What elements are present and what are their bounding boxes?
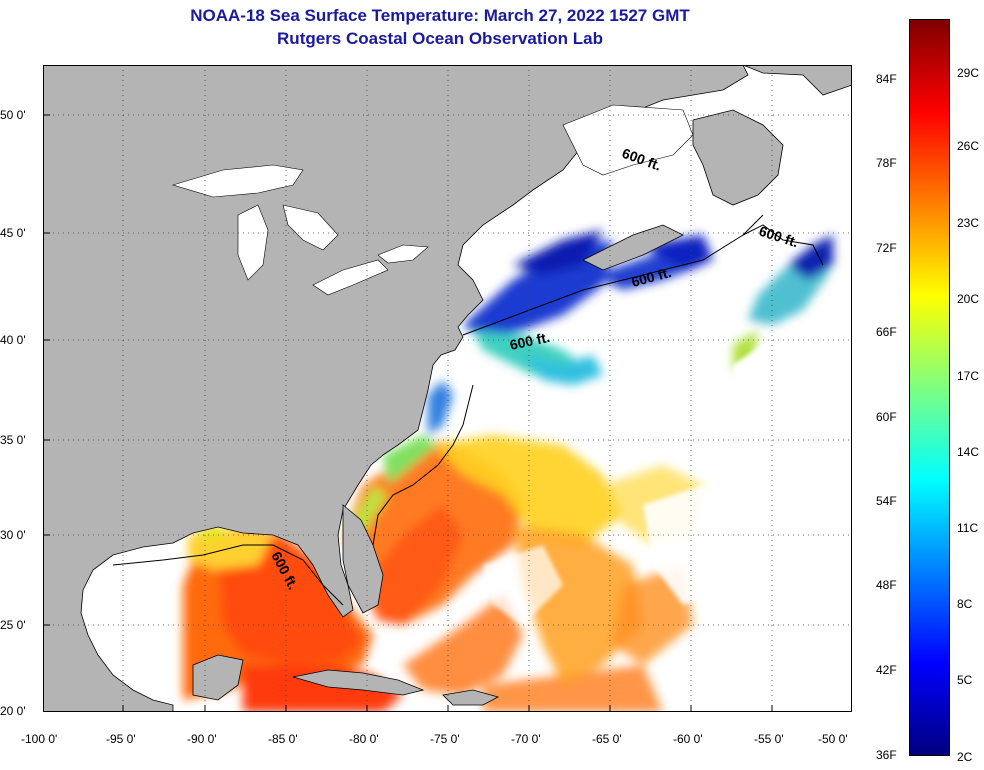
colorbar-f-label: 66F xyxy=(876,325,897,339)
lat-label: 35 0' xyxy=(0,433,26,447)
lon-label: -90 0' xyxy=(187,732,217,746)
lon-label: -75 0' xyxy=(430,732,460,746)
land-layer xyxy=(43,65,852,712)
colorbar-c-label: 29C xyxy=(957,66,980,80)
map-subtitle: Rutgers Coastal Ocean Observation Lab xyxy=(277,29,603,48)
lon-label: -60 0' xyxy=(673,732,703,746)
lon-label: -55 0' xyxy=(754,732,784,746)
lon-label: -80 0' xyxy=(349,732,379,746)
lat-label: 45 0' xyxy=(0,226,26,240)
lon-label: -85 0' xyxy=(268,732,298,746)
lat-label: 40 0' xyxy=(0,333,26,347)
lon-label: -70 0' xyxy=(511,732,541,746)
colorbar-c-label: 11C xyxy=(957,521,979,535)
colorbar-c-label: 2C xyxy=(957,750,973,764)
lon-label: -50 0' xyxy=(818,732,848,746)
colorbar-c-label: 5C xyxy=(957,673,973,687)
lon-label: -65 0' xyxy=(592,732,622,746)
lat-label: 25 0' xyxy=(0,618,26,632)
great-lakes xyxy=(171,104,694,296)
colorbar-c-label: 8C xyxy=(957,597,973,611)
colorbar-c-label: 26C xyxy=(957,139,980,153)
colorbar-f-label: 42F xyxy=(876,663,897,677)
colorbar-f-label: 84F xyxy=(876,72,897,86)
colorbar-c-label: 17C xyxy=(957,369,980,383)
cloud-mask-layer xyxy=(483,325,843,625)
colorbar-f-label: 48F xyxy=(876,578,897,592)
depth-contour xyxy=(112,214,824,606)
lon-label: -100 0' xyxy=(21,732,58,746)
lon-label: -95 0' xyxy=(106,732,136,746)
sst-map: 600 ft. 600 ft. 600 ft. 600 ft. 600 ft. xyxy=(43,65,852,712)
colorbar-c-label: 14C xyxy=(957,445,980,459)
colorbar-f-label: 60F xyxy=(876,410,897,424)
lat-label: 50 0' xyxy=(0,108,26,122)
colorbar-f-label: 36F xyxy=(876,748,897,762)
colorbar-c-label: 23C xyxy=(957,216,980,230)
colorbar-f-label: 72F xyxy=(876,241,897,255)
colorbar-f-label: 54F xyxy=(876,494,897,508)
colorbar-f-label: 78F xyxy=(876,156,897,170)
temperature-colorbar xyxy=(909,19,950,756)
lat-label: 20 0' xyxy=(0,704,26,718)
map-title: NOAA-18 Sea Surface Temperature: March 2… xyxy=(190,6,690,25)
axis-ticks xyxy=(43,114,773,712)
colorbar-c-label: 20C xyxy=(957,292,980,306)
lat-label: 30 0' xyxy=(0,528,26,542)
